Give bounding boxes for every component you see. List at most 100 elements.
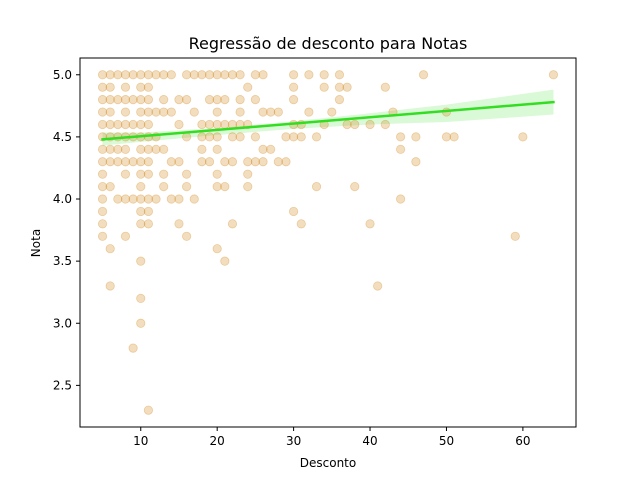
data-point — [289, 70, 299, 80]
data-point — [197, 70, 207, 80]
data-point — [151, 107, 161, 117]
data-point — [128, 119, 138, 130]
data-point — [120, 82, 131, 92]
data-point — [182, 95, 192, 105]
x-tick-label: 10 — [133, 434, 148, 448]
data-point — [220, 157, 230, 167]
data-point — [220, 119, 230, 130]
data-point — [235, 70, 245, 80]
x-tick-label: 60 — [515, 434, 530, 448]
data-point — [220, 256, 230, 266]
data-point — [197, 132, 207, 142]
data-point — [136, 107, 146, 117]
data-point — [243, 157, 253, 167]
data-point — [273, 157, 283, 167]
data-point — [212, 70, 222, 80]
data-point — [174, 95, 184, 105]
data-point — [151, 70, 161, 80]
confidence-band — [102, 89, 554, 146]
data-point — [334, 70, 345, 80]
data-point — [418, 70, 429, 80]
data-point — [174, 119, 184, 130]
data-point — [350, 181, 360, 192]
data-point — [380, 82, 390, 92]
data-point — [120, 231, 131, 241]
data-point — [105, 95, 115, 105]
data-point — [151, 144, 161, 154]
x-tick-label: 40 — [362, 434, 377, 448]
data-point — [227, 132, 238, 142]
x-axis-ticks: 10 20 30 40 50 60 — [133, 427, 531, 448]
data-point — [120, 169, 131, 179]
data-point — [128, 194, 138, 204]
data-point — [159, 181, 169, 192]
data-point — [120, 157, 131, 167]
data-point — [174, 157, 184, 167]
data-point — [365, 119, 375, 130]
data-point — [296, 219, 306, 229]
data-point — [113, 144, 123, 154]
data-point — [143, 405, 153, 415]
data-point — [311, 132, 322, 142]
data-point — [128, 157, 138, 167]
data-point — [120, 70, 131, 80]
data-point — [143, 107, 153, 117]
data-point — [97, 194, 108, 204]
y-tick-label: 3.0 — [53, 316, 72, 330]
data-point — [143, 157, 153, 167]
data-point — [136, 70, 146, 80]
data-point — [128, 70, 138, 80]
data-point — [97, 82, 108, 92]
data-point — [273, 107, 283, 117]
data-point — [182, 132, 192, 142]
data-point — [136, 293, 146, 304]
data-point — [97, 206, 108, 217]
x-tick-label: 50 — [439, 434, 454, 448]
data-point — [143, 206, 153, 217]
data-point — [97, 181, 108, 192]
data-point — [395, 144, 406, 154]
data-point — [327, 107, 337, 117]
data-point — [258, 144, 268, 154]
data-point — [212, 132, 222, 142]
data-point — [159, 107, 169, 117]
data-point — [212, 144, 222, 154]
data-point — [342, 119, 352, 130]
data-point — [143, 82, 153, 92]
data-point — [197, 144, 207, 154]
data-point — [319, 82, 329, 92]
data-point — [182, 231, 192, 241]
data-point — [250, 132, 260, 142]
data-point — [143, 119, 153, 130]
data-point — [411, 157, 421, 167]
data-point — [97, 157, 108, 167]
data-point — [235, 132, 245, 142]
data-point — [212, 107, 222, 117]
data-point — [182, 181, 192, 192]
data-point — [365, 219, 375, 229]
plot-frame — [79, 57, 577, 428]
data-point — [97, 107, 108, 117]
data-point — [212, 244, 222, 254]
data-point — [166, 157, 176, 167]
regression-line-path — [101, 100, 555, 141]
data-point — [113, 194, 123, 204]
data-point — [204, 95, 215, 105]
data-point — [97, 144, 108, 154]
data-point — [159, 169, 169, 179]
data-point — [113, 70, 123, 80]
data-point — [105, 281, 115, 291]
data-point — [243, 169, 253, 179]
data-point — [212, 181, 222, 192]
data-point — [250, 95, 260, 105]
data-point — [159, 95, 169, 105]
data-point — [128, 343, 138, 353]
data-point — [334, 82, 345, 92]
y-tick-label: 3.5 — [53, 254, 72, 268]
x-axis-label: Desconto — [300, 456, 356, 470]
data-point — [395, 132, 406, 142]
data-point — [296, 132, 306, 142]
data-point — [548, 70, 559, 80]
data-point — [281, 132, 291, 142]
data-point — [289, 95, 299, 105]
